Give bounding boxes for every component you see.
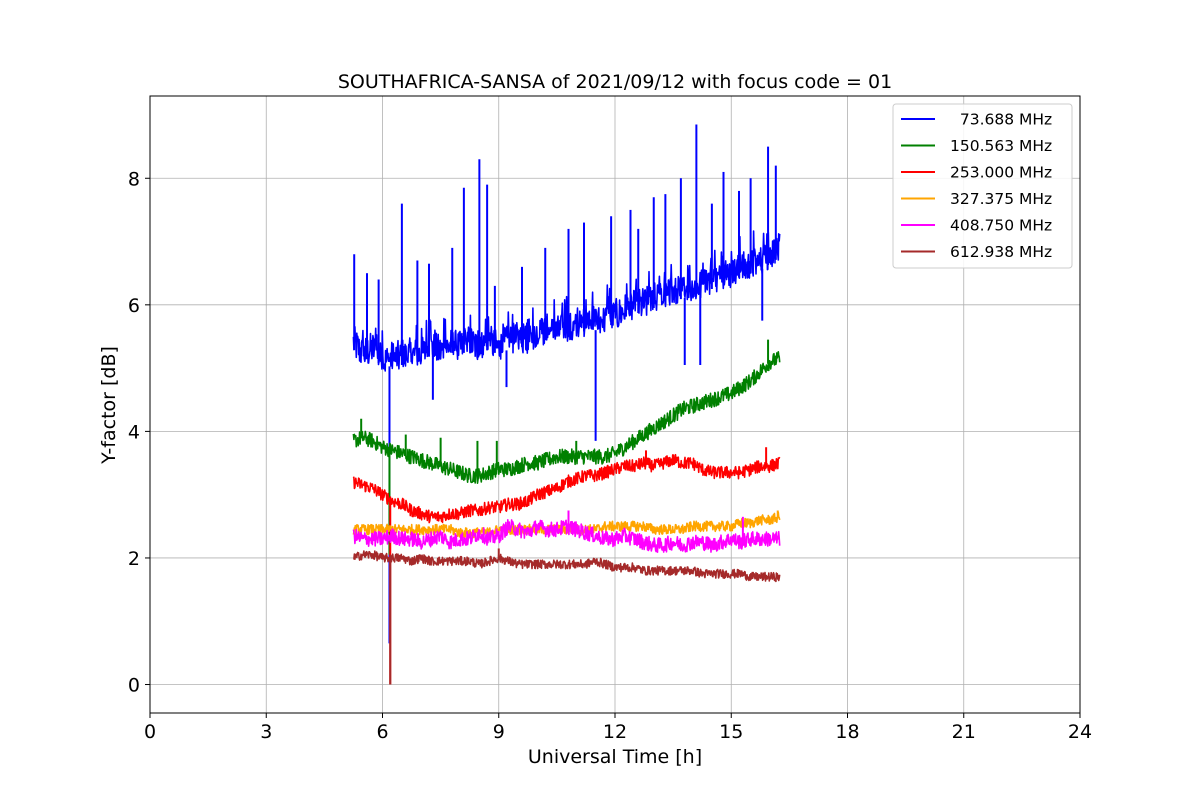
x-tick-label: 3 — [260, 721, 272, 743]
x-tick-label: 18 — [835, 721, 859, 743]
y-tick-label: 8 — [128, 168, 140, 190]
legend-entry: 612.938 MHz — [950, 243, 1052, 261]
series-5-group — [353, 548, 781, 685]
legend-entry: 73.688 MHz — [950, 111, 1052, 129]
y-tick-label: 4 — [128, 421, 140, 443]
x-tick-label: 0 — [144, 721, 156, 743]
legend-entry: 150.563 MHz — [950, 137, 1052, 155]
legend-box — [892, 103, 1073, 269]
legend-entry: 327.375 MHz — [950, 190, 1052, 208]
y-axis-label: Y-factor [dB] — [98, 346, 120, 465]
series-4-group — [352, 510, 781, 553]
y-axis-ticks: 0 2 4 6 8 — [128, 168, 150, 697]
x-tick-label: 6 — [376, 721, 388, 743]
x-axis-ticks: 0 3 6 9 12 15 18 21 24 — [144, 713, 1092, 743]
legend: 73.688 MHz 150.563 MHz 253.000 MHz 327.375 … — [892, 103, 1073, 269]
series-5-line — [353, 550, 781, 583]
x-tick-label: 12 — [603, 721, 627, 743]
x-tick-label: 15 — [719, 721, 743, 743]
series-1-line — [352, 351, 781, 484]
series-layer — [352, 124, 781, 685]
x-tick-label: 21 — [952, 721, 976, 743]
legend-entry: 408.750 MHz — [950, 217, 1052, 235]
x-tick-label: 9 — [493, 721, 505, 743]
x-tick-label: 24 — [1068, 721, 1092, 743]
legend-entry: 253.000 MHz — [950, 164, 1052, 182]
y-tick-label: 0 — [128, 675, 140, 697]
series-0-line — [352, 230, 781, 372]
series-4-line — [352, 519, 781, 553]
y-tick-label: 2 — [128, 548, 140, 570]
y-tick-label: 6 — [128, 295, 140, 317]
series-2-line — [352, 453, 781, 524]
chart-title: SOUTHAFRICA-SANSA of 2021/09/12 with foc… — [338, 71, 892, 93]
x-axis-label: Universal Time [h] — [528, 746, 702, 768]
